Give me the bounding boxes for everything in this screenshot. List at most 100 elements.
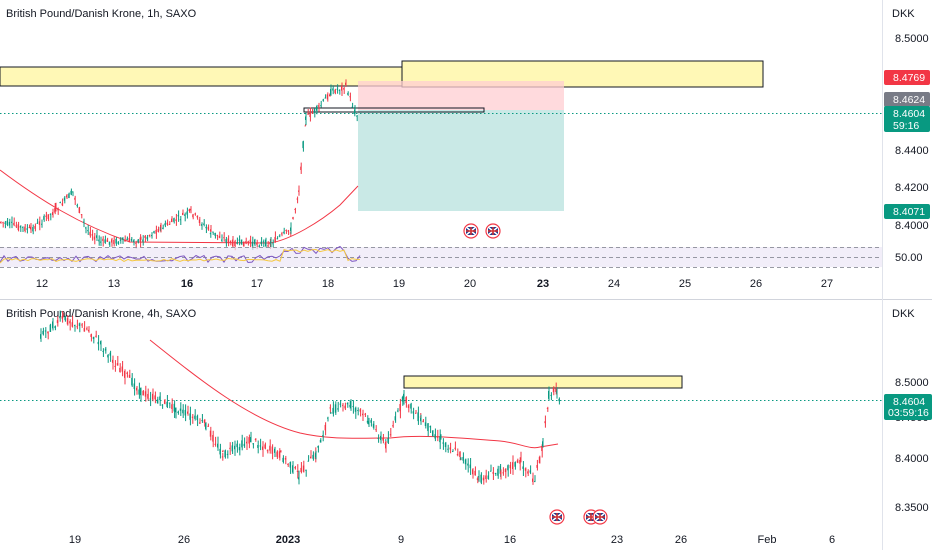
- top-candle-body: [285, 229, 287, 231]
- top-candle-body: [238, 239, 240, 241]
- top-candle-body: [0, 221, 2, 223]
- bottom-candle-body: [332, 407, 334, 414]
- top-price-tick: 8.4200: [895, 182, 929, 194]
- entry-box[interactable]: [303, 107, 485, 113]
- bottom-candle-body: [482, 477, 485, 481]
- bottom-candle-body: [209, 430, 212, 437]
- top-moving-average-line: [0, 169, 359, 244]
- rsi-level-label: 50.00: [895, 252, 923, 264]
- top-candle-body: [311, 112, 313, 114]
- bottom-candle-body: [116, 363, 119, 366]
- bottom-candle-body: [226, 453, 229, 455]
- bottom-candle-body: [417, 412, 419, 422]
- top-candle-body: [66, 195, 68, 198]
- bottom-candle-body: [282, 457, 284, 462]
- bottom-candle-body: [319, 440, 322, 443]
- bottom-price-tick: 8.5000: [895, 377, 929, 389]
- bottom-chart-panel[interactable]: British Pound/Danish Krone, 4h, SAXO DKK…: [0, 308, 932, 546]
- bottom-candle-body: [219, 448, 221, 455]
- bottom-time-tick: 23: [611, 534, 623, 546]
- top-chart-panel[interactable]: British Pound/Danish Krone, 1h, SAXO DKK…: [0, 8, 930, 290]
- top-time-axis[interactable]: 12 13 16 17 18 19 20 23 24 25 26 27: [36, 278, 833, 290]
- bottom-candle-body: [459, 451, 461, 457]
- bottom-candle-body: [271, 446, 273, 454]
- top-candle-body: [179, 219, 181, 221]
- bottom-candle-body: [339, 403, 341, 405]
- position-reward-zone[interactable]: [358, 110, 564, 211]
- bottom-candle-body: [161, 404, 163, 406]
- bottom-candle-body: [177, 411, 179, 414]
- bottom-candle-body: [69, 321, 71, 324]
- bottom-candle-body: [516, 460, 519, 463]
- top-price-tick: 8.5000: [895, 33, 929, 45]
- bottom-candle-body: [346, 403, 349, 405]
- bottom-candle-body: [147, 393, 149, 399]
- bottom-candle-body: [410, 403, 412, 409]
- bottom-candle-body: [342, 404, 344, 406]
- top-candle-body: [22, 226, 24, 228]
- top-candle-body: [173, 218, 175, 222]
- bottom-candle-body: [184, 409, 186, 416]
- bottom-time-axis[interactable]: 19 26 2023 9 16 23 26 Feb 6: [69, 534, 835, 546]
- bottom-candle-body: [397, 410, 399, 412]
- bottom-candle-body: [44, 330, 47, 332]
- bottom-candle-body: [138, 389, 140, 395]
- top-candle-body: [265, 239, 267, 247]
- uk-event-flag-2[interactable]: [485, 223, 501, 239]
- bottom-candle-body: [462, 456, 464, 461]
- bottom-candle-body: [464, 459, 467, 465]
- uk-event-flag-3[interactable]: [549, 509, 565, 525]
- bottom-candle-body: [305, 469, 307, 471]
- bottom-candle-body: [536, 465, 538, 468]
- top-candle-body: [320, 105, 322, 107]
- bottom-candle-body: [556, 391, 558, 393]
- top-candle-body: [17, 224, 19, 231]
- bottom-candle-body: [307, 460, 309, 462]
- bottom-candle-body: [429, 425, 431, 428]
- bottom-candle-body: [62, 315, 64, 317]
- bottom-candle-body: [478, 476, 480, 478]
- rsi-signal-line: [0, 248, 360, 264]
- top-candle-body: [47, 214, 49, 220]
- bottom-supply-zone[interactable]: [403, 375, 683, 389]
- uk-event-flag-5[interactable]: [592, 509, 608, 525]
- top-candle-body: [245, 241, 247, 244]
- svg-text:03:59:16: 03:59:16: [888, 407, 929, 419]
- top-candle-body: [6, 220, 8, 225]
- top-candle-body: [130, 238, 132, 241]
- bottom-candle-body: [74, 325, 76, 327]
- top-candle-body: [122, 237, 124, 240]
- position-risk-zone[interactable]: [358, 81, 564, 110]
- top-candle-body: [203, 223, 205, 225]
- top-candle-body: [354, 109, 356, 113]
- uk-event-flag-1[interactable]: [463, 223, 479, 239]
- top-time-tick: 17: [251, 278, 263, 290]
- top-candle-body: [126, 238, 128, 241]
- bottom-candle-body: [444, 442, 447, 447]
- bottom-candle-body: [88, 329, 90, 332]
- top-candle-body: [133, 240, 135, 242]
- bottom-candle-body: [492, 472, 494, 474]
- bottom-candle-body: [364, 413, 366, 415]
- bottom-candle-body: [284, 458, 287, 460]
- bottom-candle-body: [401, 396, 404, 402]
- bottom-candle-body: [128, 374, 131, 378]
- top-candle-body: [256, 243, 258, 245]
- bottom-candle-body: [427, 423, 429, 432]
- bottom-candle-body: [234, 445, 236, 450]
- top-candle-body: [270, 241, 272, 244]
- top-candle-body: [38, 221, 40, 225]
- top-candle-body: [54, 208, 56, 213]
- top-candle-body: [258, 245, 260, 247]
- bottom-candle-body: [119, 367, 121, 373]
- top-candle-body: [89, 231, 91, 236]
- bottom-candle-body: [500, 471, 502, 475]
- bottom-candle-body: [324, 424, 326, 431]
- top-candle-body: [61, 203, 63, 206]
- top-candle-body: [93, 236, 95, 240]
- bottom-candle-body: [104, 348, 107, 351]
- bottom-candle-body: [294, 467, 296, 469]
- top-candle-body: [41, 223, 43, 225]
- bottom-candle-body: [121, 366, 123, 372]
